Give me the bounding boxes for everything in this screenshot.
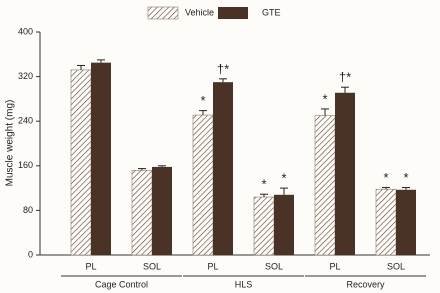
bar (131, 169, 153, 256)
group-label: Cage Control (95, 279, 148, 289)
group-label: HLS (235, 279, 253, 289)
annotation: * (322, 91, 327, 106)
annotation: * (261, 177, 266, 192)
annotation: * (383, 170, 388, 185)
annotation: * (403, 170, 408, 185)
legend-swatch (147, 6, 179, 20)
y-axis-label: Muscle weight (mg) (5, 100, 16, 187)
y-tick-label: 400 (18, 26, 33, 36)
x-tick-label: SOL (265, 261, 283, 271)
y-tick-label: 160 (18, 160, 33, 170)
annotation: * (200, 93, 205, 108)
annotation: †* (339, 70, 351, 85)
bar (91, 62, 111, 255)
annotation: †* (217, 61, 229, 76)
bar (192, 114, 214, 256)
bar (375, 188, 397, 256)
bar (70, 69, 92, 256)
x-tick-label: PL (85, 261, 96, 271)
bar (213, 82, 233, 255)
bar (335, 92, 355, 255)
x-tick-label: SOL (387, 261, 405, 271)
bar (274, 194, 294, 255)
y-tick-label: 240 (18, 116, 33, 126)
bar (253, 196, 275, 256)
y-tick-label: 0 (28, 249, 33, 259)
y-tick-label: 320 (18, 71, 33, 81)
y-tick-label: 80 (23, 205, 33, 215)
legend-label: GTE (262, 7, 281, 17)
x-tick-label: PL (329, 261, 340, 271)
bar (396, 189, 416, 255)
x-tick-label: PL (207, 261, 218, 271)
x-tick-label: SOL (143, 261, 161, 271)
legend-swatch (218, 7, 248, 19)
group-label: Recovery (346, 279, 385, 289)
bar (152, 166, 172, 255)
legend-label: Vehicle (185, 7, 214, 17)
annotation: * (281, 171, 286, 186)
bar (314, 115, 336, 256)
